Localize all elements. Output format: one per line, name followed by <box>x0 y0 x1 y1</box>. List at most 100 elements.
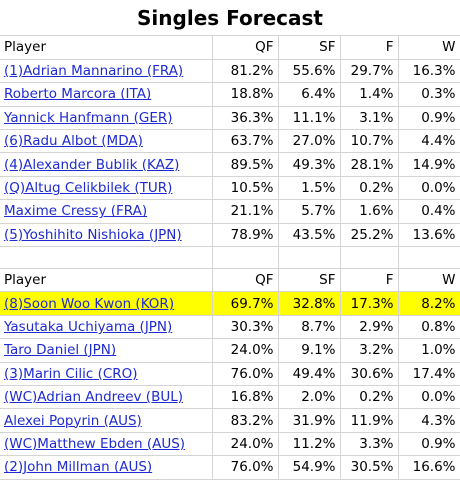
table-row: Yannick Hanfmann (GER) 36.3% 11.1% 3.1% 0.9% <box>0 106 460 131</box>
table-row: Yasutaka Uchiyama (JPN) 30.3% 8.7% 2.9% 0.8% <box>0 315 460 340</box>
column-header-qf: QF <box>212 36 279 60</box>
column-header-f: F <box>340 268 399 293</box>
cell-f: 3.2% <box>340 338 399 363</box>
cell-f: 10.7% <box>340 129 399 154</box>
player-link[interactable]: (WC)Adrian Andreev (BUL) <box>0 385 213 410</box>
cell-sf: 11.1% <box>278 106 341 131</box>
spacer-row <box>0 246 460 270</box>
cell-qf: 78.9% <box>212 223 279 248</box>
empty-cell <box>212 246 279 270</box>
player-link[interactable]: Yasutaka Uchiyama (JPN) <box>0 315 213 340</box>
empty-cell <box>398 246 460 270</box>
player-link[interactable]: (Q)Altug Celikbilek (TUR) <box>0 176 213 201</box>
cell-sf: 8.7% <box>278 315 341 340</box>
cell-f: 2.9% <box>340 315 399 340</box>
player-link[interactable]: (4)Alexander Bublik (KAZ) <box>0 152 213 177</box>
cell-w: 13.6% <box>398 223 460 248</box>
cell-qf: 81.2% <box>212 59 279 84</box>
player-link[interactable]: Taro Daniel (JPN) <box>0 338 213 363</box>
empty-cell <box>340 246 399 270</box>
player-link[interactable]: Maxime Cressy (FRA) <box>0 199 213 224</box>
player-link[interactable]: Yannick Hanfmann (GER) <box>0 106 213 131</box>
cell-f: 28.1% <box>340 152 399 177</box>
sheet-title: Singles Forecast <box>0 0 460 36</box>
column-header-player: Player <box>0 268 213 293</box>
cell-w: 14.9% <box>398 152 460 177</box>
cell-sf: 54.9% <box>278 455 341 480</box>
cell-w: 17.4% <box>398 362 460 386</box>
cell-f: 29.7% <box>340 59 399 84</box>
player-link[interactable]: (8)Soon Woo Kwon (KOR) <box>0 291 213 316</box>
player-link[interactable]: (6)Radu Albot (MDA) <box>0 129 213 154</box>
cell-qf: 76.0% <box>212 455 279 480</box>
table-row: Maxime Cressy (FRA) 21.1% 5.7% 1.6% 0.4% <box>0 199 460 224</box>
table-row: (3)Marin Cilic (CRO) 76.0% 49.4% 30.6% 17.4% <box>0 362 460 386</box>
cell-w: 4.3% <box>398 408 460 433</box>
cell-qf: 76.0% <box>212 362 279 386</box>
player-link[interactable]: (WC)Matthew Ebden (AUS) <box>0 432 213 457</box>
cell-f: 11.9% <box>340 408 399 433</box>
table-row: (4)Alexander Bublik (KAZ) 89.5% 49.3% 28.1%… <box>0 152 460 177</box>
cell-qf: 10.5% <box>212 176 279 201</box>
cell-w: 0.3% <box>398 82 460 107</box>
player-link[interactable]: Alexei Popyrin (AUS) <box>0 408 213 433</box>
cell-f: 3.1% <box>340 106 399 131</box>
cell-qf: 69.7% <box>212 291 279 316</box>
cell-sf: 43.5% <box>278 223 341 248</box>
cell-f: 1.4% <box>340 82 399 107</box>
table-row: (2)John Millman (AUS) 76.0% 54.9% 30.5% 16.6… <box>0 455 460 480</box>
table-row: (WC)Adrian Andreev (BUL) 16.8% 2.0% 0.2% 0.0… <box>0 385 460 410</box>
cell-w: 0.4% <box>398 199 460 224</box>
table-row: (6)Radu Albot (MDA) 63.7% 27.0% 10.7% 4.4% <box>0 129 460 154</box>
cell-f: 25.2% <box>340 223 399 248</box>
player-link[interactable]: (1)Adrian Mannarino (FRA) <box>0 59 213 84</box>
player-link[interactable]: (2)John Millman (AUS) <box>0 455 213 480</box>
table-row: Roberto Marcora (ITA) 18.8% 6.4% 1.4% 0.3% <box>0 82 460 107</box>
cell-sf: 6.4% <box>278 82 341 107</box>
player-link[interactable]: (5)Yoshihito Nishioka (JPN) <box>0 223 213 248</box>
cell-sf: 31.9% <box>278 408 341 433</box>
cell-f: 0.2% <box>340 176 399 201</box>
cell-w: 0.9% <box>398 432 460 457</box>
column-header-player: Player <box>0 36 213 60</box>
cell-f: 3.3% <box>340 432 399 457</box>
group1-header-row: Player QF SF F W <box>0 36 460 60</box>
cell-f: 30.6% <box>340 362 399 386</box>
table-row: (WC)Matthew Ebden (AUS) 24.0% 11.2% 3.3% 0.9… <box>0 432 460 457</box>
cell-sf: 32.8% <box>278 291 341 316</box>
cell-f: 30.5% <box>340 455 399 480</box>
table-row: Alexei Popyrin (AUS) 83.2% 31.9% 11.9% 4.3% <box>0 408 460 433</box>
cell-sf: 1.5% <box>278 176 341 201</box>
cell-w: 0.0% <box>398 176 460 201</box>
cell-w: 16.6% <box>398 455 460 480</box>
column-header-sf: SF <box>278 36 341 60</box>
column-header-f: F <box>340 36 399 60</box>
empty-cell <box>278 246 341 270</box>
cell-sf: 49.4% <box>278 362 341 386</box>
cell-qf: 63.7% <box>212 129 279 154</box>
cell-qf: 21.1% <box>212 199 279 224</box>
cell-sf: 11.2% <box>278 432 341 457</box>
group2-header-row: Player QF SF F W <box>0 268 460 293</box>
cell-w: 8.2% <box>398 291 460 316</box>
table-row: (1)Adrian Mannarino (FRA) 81.2% 55.6% 29.7%… <box>0 59 460 84</box>
cell-qf: 89.5% <box>212 152 279 177</box>
cell-qf: 24.0% <box>212 338 279 363</box>
cell-sf: 27.0% <box>278 129 341 154</box>
cell-f: 0.2% <box>340 385 399 410</box>
player-link[interactable]: Roberto Marcora (ITA) <box>0 82 213 107</box>
cell-w: 0.9% <box>398 106 460 131</box>
player-link[interactable]: (3)Marin Cilic (CRO) <box>0 362 213 386</box>
cell-f: 1.6% <box>340 199 399 224</box>
cell-sf: 55.6% <box>278 59 341 84</box>
column-header-w: W <box>398 268 460 293</box>
column-header-qf: QF <box>212 268 279 293</box>
cell-qf: 36.3% <box>212 106 279 131</box>
cell-w: 16.3% <box>398 59 460 84</box>
forecast-table: Player QF SF F W (1)Adrian Mannarino (FRA) 81.… <box>0 36 460 480</box>
cell-sf: 9.1% <box>278 338 341 363</box>
cell-w: 0.8% <box>398 315 460 340</box>
cell-w: 4.4% <box>398 129 460 154</box>
table-row: Taro Daniel (JPN) 24.0% 9.1% 3.2% 1.0% <box>0 338 460 363</box>
